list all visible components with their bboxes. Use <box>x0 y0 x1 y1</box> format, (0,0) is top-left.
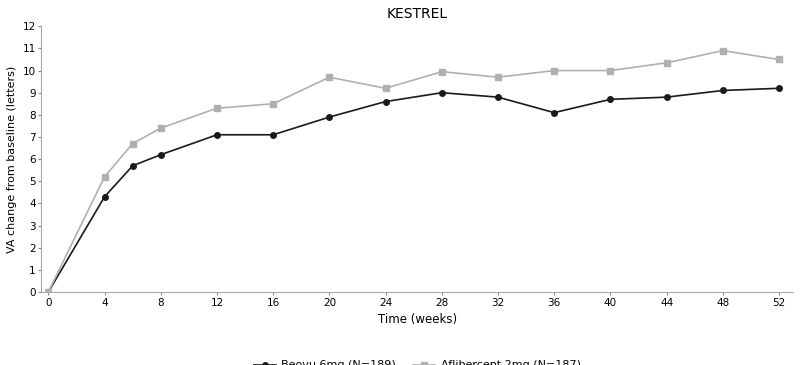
X-axis label: Time (weeks): Time (weeks) <box>378 313 457 326</box>
Legend: Beovu 6mg (N=189), Aflibercept 2mg (N=187): Beovu 6mg (N=189), Aflibercept 2mg (N=18… <box>250 356 585 365</box>
Title: KESTREL: KESTREL <box>386 7 448 21</box>
Y-axis label: VA change from baseline (letters): VA change from baseline (letters) <box>7 65 17 253</box>
